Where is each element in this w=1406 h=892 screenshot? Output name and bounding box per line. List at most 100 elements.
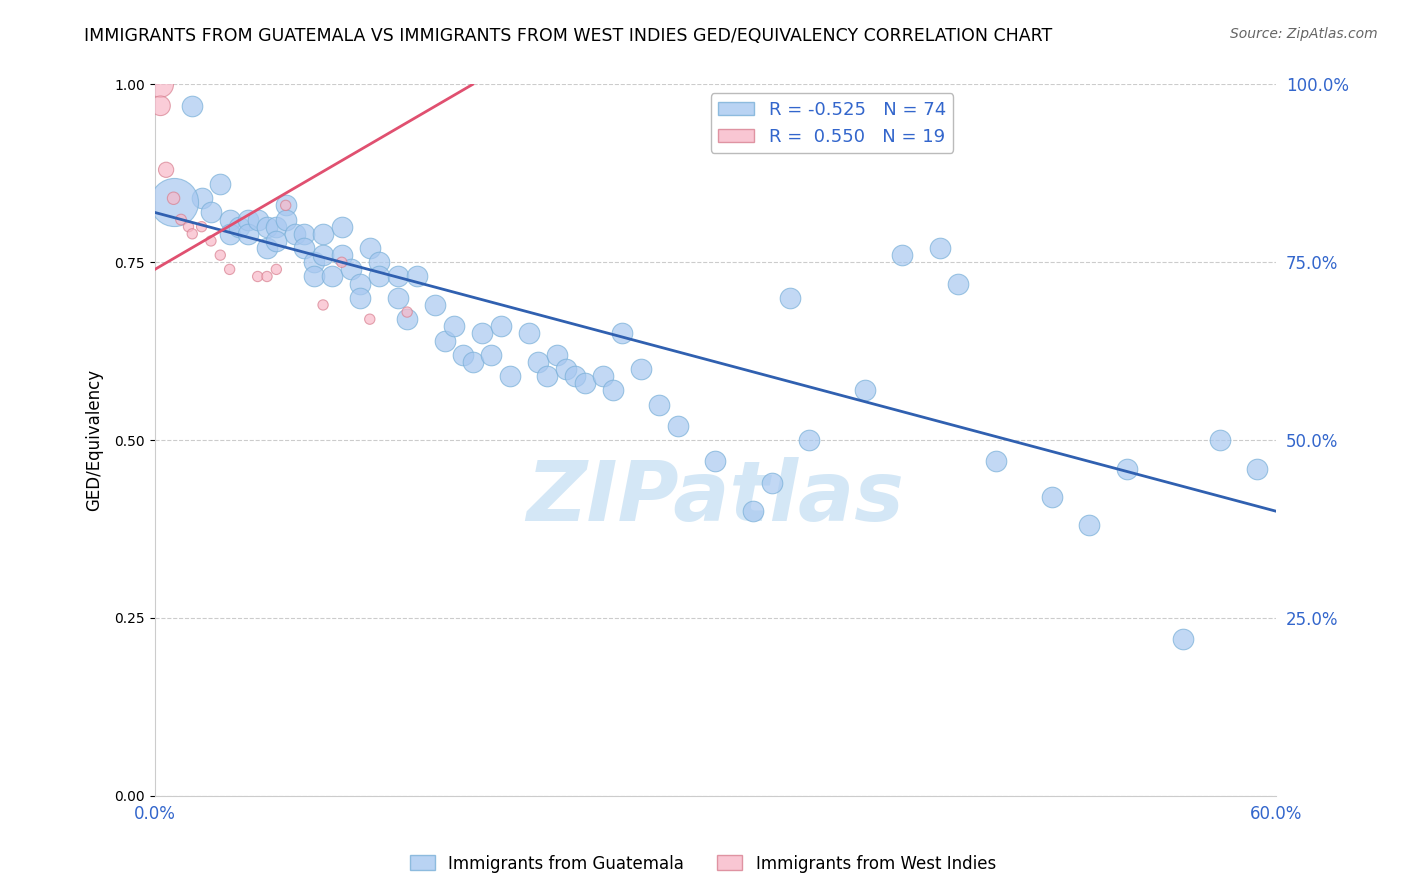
Point [451,348,474,362]
Point [238,227,260,241]
Legend: R = -0.525   N = 74, R =  0.550   N = 19: R = -0.525 N = 74, R = 0.550 N = 19 [711,94,953,153]
Point [387,269,409,284]
Legend: Immigrants from Guatemala, Immigrants from West Indies: Immigrants from Guatemala, Immigrants fr… [404,848,1002,880]
Text: Source: ZipAtlas.com: Source: ZipAtlas.com [1230,27,1378,41]
Point [246,269,269,284]
Point [292,241,315,255]
Point [312,227,335,241]
Point [1078,518,1101,533]
Point [274,198,297,212]
Point [302,255,325,269]
Point [610,326,633,341]
Y-axis label: GED/Equivalency: GED/Equivalency [86,369,103,511]
Point [527,355,550,369]
Point [1209,433,1232,447]
Point [779,291,801,305]
Point [238,212,260,227]
Point [302,269,325,284]
Point [984,454,1007,468]
Point [190,219,212,234]
Point [564,369,586,384]
Point [853,384,876,398]
Point [425,298,447,312]
Point [330,248,353,262]
Point [948,277,970,291]
Point [162,194,184,209]
Point [555,362,578,376]
Point [266,219,288,234]
Point [340,262,363,277]
Text: IMMIGRANTS FROM GUATEMALA VS IMMIGRANTS FROM WEST INDIES GED/EQUIVALENCY CORRELA: IMMIGRANTS FROM GUATEMALA VS IMMIGRANTS … [84,27,1053,45]
Point [218,262,240,277]
Point [149,78,172,92]
Point [162,191,184,205]
Point [368,269,391,284]
Point [256,269,278,284]
Point [330,255,353,269]
Point [181,99,204,113]
Point [292,227,315,241]
Point [666,418,689,433]
Point [330,219,353,234]
Point [209,248,232,262]
Point [761,475,783,490]
Point [704,454,727,468]
Point [200,205,222,219]
Point [266,262,288,277]
Point [274,198,297,212]
Point [359,312,381,326]
Point [1040,490,1063,504]
Point [574,376,596,391]
Point [471,326,494,341]
Point [891,248,914,262]
Point [266,234,288,248]
Point [405,269,427,284]
Point [218,227,240,241]
Point [312,298,335,312]
Point [209,177,232,191]
Point [630,362,652,376]
Point [170,212,193,227]
Point [274,212,297,227]
Point [218,212,240,227]
Point [546,348,568,362]
Point [228,219,250,234]
Point [256,241,278,255]
Point [149,99,172,113]
Point [461,355,484,369]
Point [256,219,278,234]
Point [741,504,763,518]
Point [443,319,465,334]
Point [387,291,409,305]
Point [592,369,614,384]
Point [602,384,624,398]
Point [536,369,558,384]
Point [312,248,335,262]
Point [200,234,222,248]
Point [284,227,307,241]
Point [489,319,512,334]
Point [396,305,419,319]
Point [499,369,522,384]
Point [368,255,391,269]
Point [1115,461,1137,475]
Point [321,269,343,284]
Point [349,277,371,291]
Text: ZIPatlas: ZIPatlas [527,457,904,538]
Point [928,241,950,255]
Point [181,227,204,241]
Point [349,291,371,305]
Point [1171,632,1194,647]
Point [797,433,820,447]
Point [517,326,540,341]
Point [155,162,177,177]
Point [479,348,502,362]
Point [396,312,419,326]
Point [359,241,381,255]
Point [177,219,200,234]
Point [246,212,269,227]
Point [648,398,671,412]
Point [433,334,456,348]
Point [1246,461,1268,475]
Point [190,191,212,205]
